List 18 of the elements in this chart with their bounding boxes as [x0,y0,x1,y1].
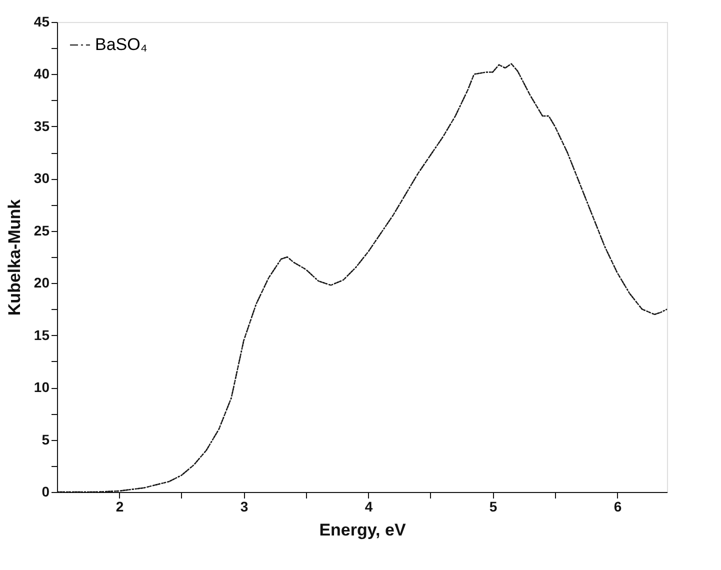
y-tick-label: 40 [34,66,50,82]
x-tick-label: 2 [116,498,124,514]
legend-label: BaSO₄ [95,35,148,54]
x-axis-title: Energy, eV [319,520,406,540]
y-tick-label: 45 [34,14,50,30]
y-axis-title: Kubelka-Munk [4,198,24,316]
x-tick-label: 3 [240,498,248,514]
x-tick-label: 5 [489,498,498,514]
y-tick-label: 20 [34,274,50,291]
x-tick-label: 6 [614,498,622,514]
y-tick-label: 30 [34,170,50,186]
y-tick-label: 25 [34,222,50,238]
y-tick-label: 0 [42,484,50,500]
y-tick-label: 35 [34,118,50,134]
x-tick-label: 4 [364,498,373,514]
y-tick-label: 15 [34,326,50,343]
y-tick-label: 10 [34,379,50,396]
y-tick-label: 5 [42,431,50,448]
